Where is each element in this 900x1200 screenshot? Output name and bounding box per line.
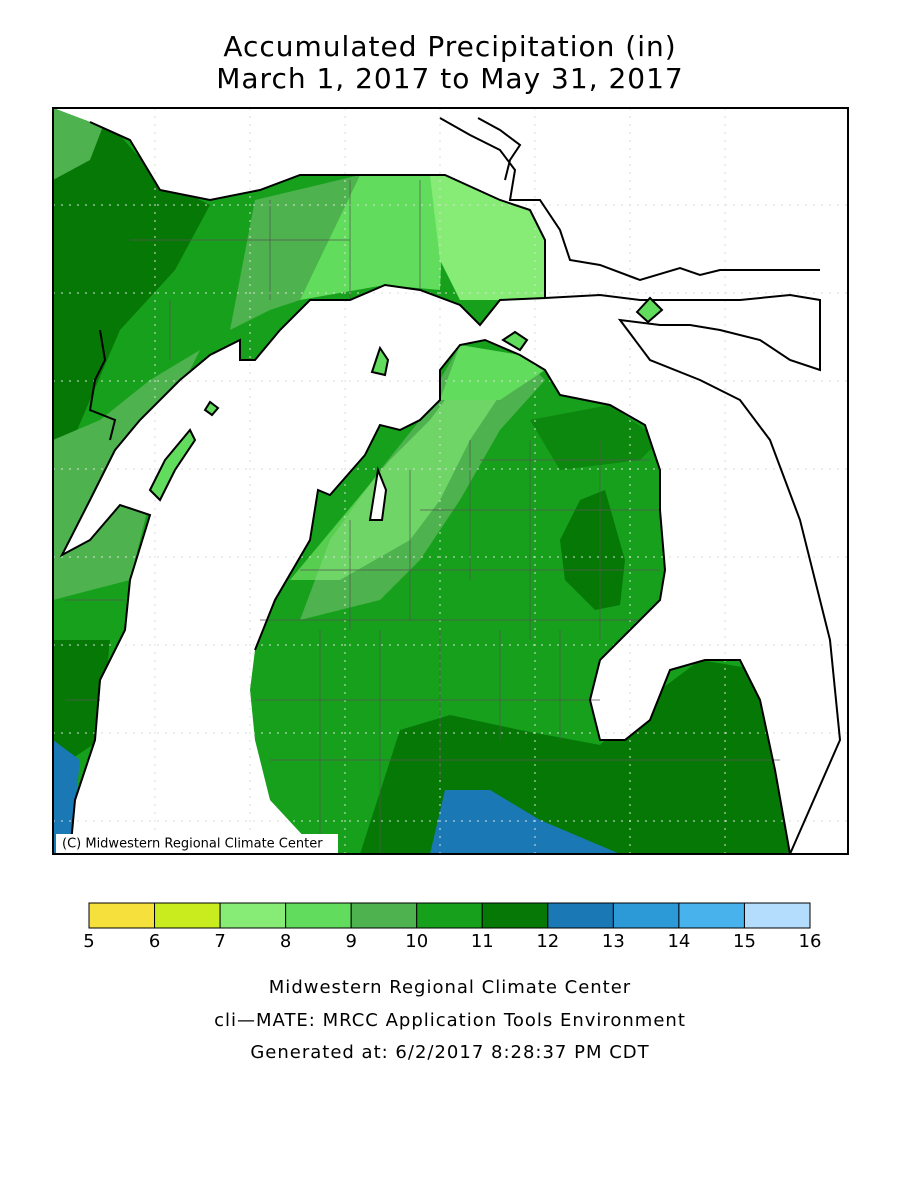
legend-tick-label: 9 — [345, 931, 356, 952]
legend-tick-label: 15 — [733, 931, 756, 952]
map: (C) Midwestern Regional Climate Center — [52, 107, 849, 855]
legend-tick-label: 10 — [405, 931, 428, 952]
legend-tick-label: 8 — [280, 931, 291, 952]
legend-swatch — [285, 902, 352, 929]
legend-swatch — [154, 902, 221, 929]
subtitle-line: March 1, 2017 to May 31, 2017 — [216, 62, 684, 95]
legend-swatch — [416, 902, 483, 929]
footer-line: cli—MATE: MRCC Application Tools Environ… — [214, 1010, 686, 1031]
legend-tick-label: 7 — [214, 931, 225, 952]
legend-tick-label: 14 — [667, 931, 690, 952]
legend-tick-label: 12 — [536, 931, 559, 952]
legend-swatch — [88, 902, 156, 929]
map-credit: (C) Midwestern Regional Climate Center — [62, 837, 323, 852]
legend-tick-label: 6 — [149, 931, 160, 952]
legend-tick-label: 16 — [799, 931, 822, 952]
legend-tick-label: 5 — [83, 931, 94, 952]
legend: 5 6 7 8 9 10 11 12 13 14 15 16 — [83, 902, 822, 952]
footer-line: Generated at: 6/2/2017 8:28:37 PM CDT — [250, 1042, 649, 1063]
legend-swatch — [481, 902, 549, 929]
legend-swatch — [219, 902, 287, 929]
title-line: Accumulated Precipitation (in) — [223, 30, 676, 63]
legend-tick-label: 11 — [471, 931, 494, 952]
legend-swatch — [350, 902, 418, 929]
legend-swatch — [678, 902, 745, 929]
legend-swatch — [743, 902, 811, 929]
legend-swatch — [547, 902, 614, 929]
legend-tick-label: 13 — [602, 931, 625, 952]
footer-line: Midwestern Regional Climate Center — [269, 977, 631, 998]
legend-swatch — [612, 902, 680, 929]
